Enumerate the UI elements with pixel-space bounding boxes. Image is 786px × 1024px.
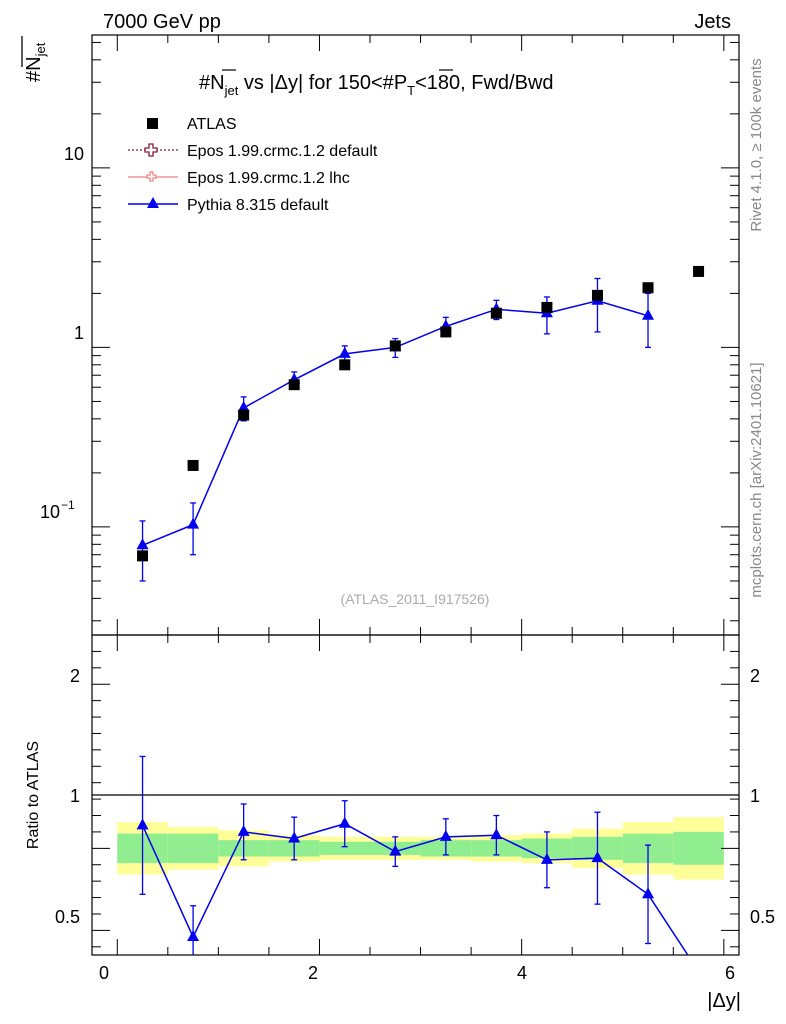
legend: ATLAS Epos 1.99.crmc.1.2 default Epos 1.… [128,116,378,214]
ratio-point [288,831,301,843]
ratio-band-inner [167,833,219,864]
ratio-point [187,929,200,941]
xlabel: |Δy| [707,990,741,1012]
legend-atlas-label: ATLAS [187,116,237,133]
pythia-line [142,299,649,546]
legend-pythia-marker [147,197,159,208]
atlas-point [339,359,351,371]
atlas-point [389,340,401,352]
ratio-point [338,816,351,828]
atlas-point [288,379,300,391]
ratio-point [490,828,503,840]
svg-text:#Njet: #Njet [23,42,48,82]
analysis-watermark: (ATLAS_2011_I917526) [341,591,490,607]
xtick-label-0: 0 [99,963,109,983]
atlas-point [642,282,654,294]
atlas-point [187,459,199,471]
ratio-ytick-right-0.5: 0.5 [750,907,775,927]
ratio-ytick-left-1: 1 [70,786,80,806]
ratio-point [439,829,452,841]
ratio-point [237,824,250,836]
pythia-point [187,517,200,529]
ratio-series [136,755,689,955]
legend-epos-default-marker [144,143,158,157]
ratio-band-inner [319,841,371,855]
pythia-point [642,308,655,320]
ratio-point [389,844,402,856]
chart-title: #Njet vs |Δy| for 150<#PT<180, Fwd/Bwd [199,69,554,98]
atlas-point [591,289,603,301]
xtick-label-4: 4 [517,963,527,983]
ratio-line [141,822,689,955]
ratio-ytick-left-0.5: 0.5 [55,907,80,927]
ratio-point [591,851,604,863]
rivet-label: Rivet 4.1.0, ≥ 100k events [748,58,765,231]
legend-epos-lhc-marker [146,171,157,182]
atlas-point [137,550,149,562]
main-axis-ticks [92,35,739,635]
legend-epos-lhc-label: Epos 1.99.crmc.1.2 lhc [187,170,350,187]
ratio-bands [117,817,724,880]
atlas-point [490,307,502,319]
legend-pythia-label: Pythia 8.315 default [187,197,329,214]
ratio-band-inner [673,831,724,865]
atlas-point [238,409,250,421]
atlas-point [693,265,705,277]
xtick-label-6: 6 [725,963,735,983]
ratio-clipped [136,755,689,955]
ratio-point [540,852,553,864]
pythia-point [136,538,149,550]
atlas-point [440,326,452,338]
ytick-label-0.1: 10 −1 [40,498,75,522]
mcplots-label: mcplots.cern.ch [arXiv:2401.10621] [748,362,765,597]
svg-text:10: 10 [40,502,60,522]
ratio-axis-ticks [92,635,739,955]
ratio-ytick-left-2: 2 [70,666,80,686]
legend-epos-default-label: Epos 1.99.crmc.1.2 default [187,143,378,160]
ytick-label-10: 10 [64,144,84,164]
ytick-label-1: 1 [74,323,84,343]
atlas-point [541,301,553,313]
header-left: 7000 GeV pp [103,11,221,33]
svg-text:−1: −1 [61,498,75,512]
ratio-point [642,887,655,899]
ratio-point [136,818,149,830]
header-right: Jets [694,11,731,33]
ratio-ylabel: Ratio to ATLAS [25,741,42,849]
pythia-point [338,346,351,358]
xtick-label-2: 2 [308,963,318,983]
legend-atlas-marker [147,118,158,129]
main-series [136,265,705,582]
main-ylabel: #Njet [21,36,48,82]
ratio-ytick-right-1: 1 [750,786,760,806]
svg-text:#Njet vs |Δy| for 150<#PT<180,: #Njet vs |Δy| for 150<#PT<180, Fwd/Bwd [199,72,554,98]
ratio-ytick-right-2: 2 [750,666,760,686]
pythia-point [237,400,250,412]
